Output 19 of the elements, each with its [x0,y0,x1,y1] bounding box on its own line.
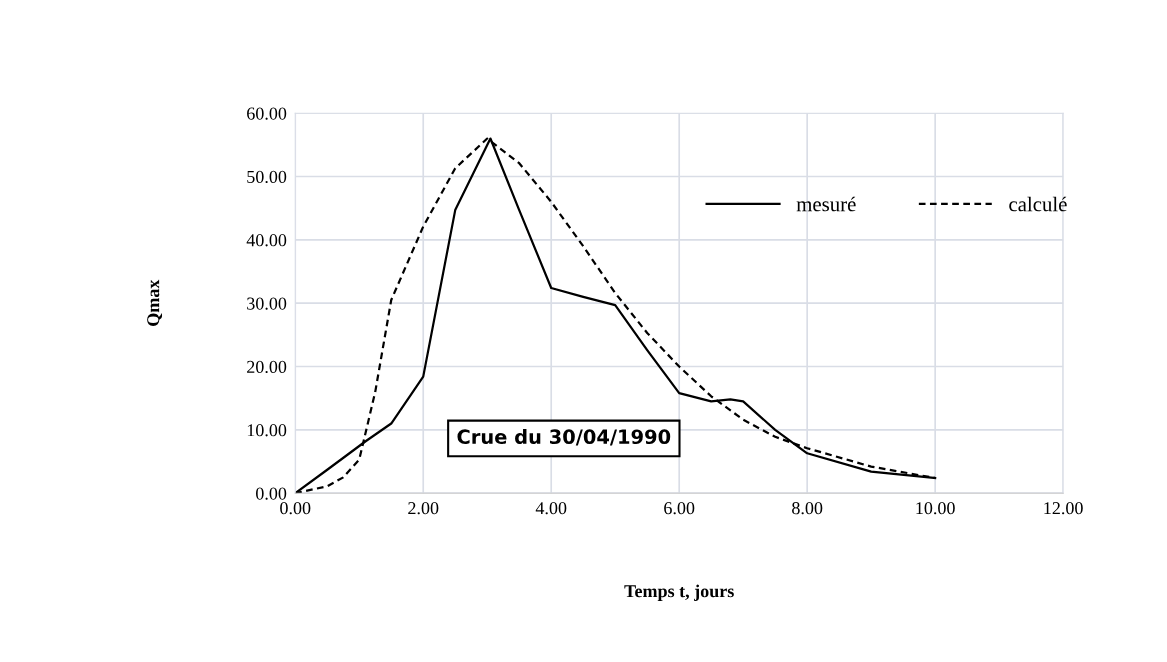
x-tick-label: 6.00 [664,502,695,515]
x-axis-title: Temps t, jours [624,584,734,601]
legend-label: calculé [1009,196,1067,212]
annotation: Crue du 30/04/1990 [457,429,671,446]
x-tick-label: 0.00 [280,502,311,515]
x-tick-label: 10.00 [916,502,955,515]
y-tick-label: 10.00 [247,424,287,437]
x-tick-label: 4.00 [535,502,567,515]
y-tick-label: 50.00 [247,170,287,184]
y-tick-label: 20.00 [247,360,287,374]
y-tick-label: 30.00 [247,297,287,310]
legend-label: mesuré [796,196,856,212]
y-tick-label: 60.00 [247,107,287,120]
x-tick-label: 2.00 [408,502,439,515]
y-axis-title: Qmax [147,279,163,326]
x-tick-label: 8.00 [792,502,823,515]
y-tick-label: 40.00 [246,234,287,247]
x-tick-label: 12.00 [1044,502,1083,515]
y-tick-label: 0.00 [256,487,287,500]
